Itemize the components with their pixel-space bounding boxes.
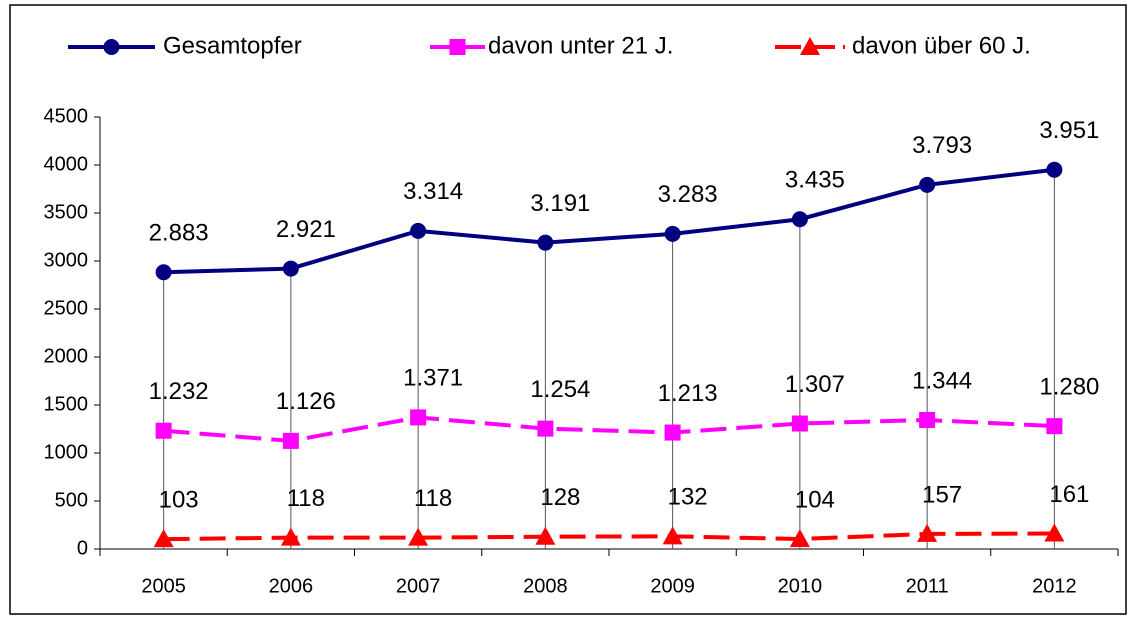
series-line	[163, 531, 1055, 542]
marker	[282, 432, 299, 449]
data-label: 1.344	[912, 367, 972, 394]
data-label: 1.307	[785, 371, 845, 398]
legend-marker	[449, 39, 466, 55]
data-label: 2.921	[276, 216, 336, 243]
data-label: 1.371	[403, 365, 463, 392]
marker	[155, 422, 172, 439]
marker	[789, 529, 810, 548]
data-label: 118	[414, 485, 452, 512]
x-tick-label: 2012	[1032, 575, 1077, 597]
marker	[662, 526, 683, 545]
marker	[1046, 418, 1063, 435]
legend-label: Gesamtopfer	[163, 32, 302, 59]
legend-label: davon unter 21 J.	[488, 32, 673, 59]
marker	[280, 527, 301, 546]
data-label: 1.280	[1039, 373, 1099, 400]
legend-marker	[800, 37, 820, 55]
x-tick-label: 2006	[269, 575, 314, 597]
marker	[791, 211, 808, 228]
y-tick-label: 1500	[44, 393, 89, 415]
y-tick-label: 2000	[44, 345, 89, 367]
marker	[664, 225, 681, 242]
marker	[410, 222, 427, 239]
marker	[919, 411, 936, 428]
y-tick-label: 2500	[44, 297, 89, 319]
data-label: 3.435	[785, 167, 845, 194]
marker	[1044, 523, 1065, 542]
data-label: 2.883	[149, 220, 209, 247]
marker	[282, 260, 299, 277]
data-label: 118	[287, 485, 325, 512]
series-line	[163, 167, 1055, 275]
x-tick-label: 2005	[141, 575, 186, 597]
x-tick-label: 2010	[778, 575, 823, 597]
marker	[537, 234, 554, 251]
marker	[917, 523, 938, 542]
marker	[408, 527, 429, 546]
data-label: 1.254	[530, 376, 590, 403]
y-tick-label: 3500	[44, 201, 89, 223]
data-label: 3.951	[1039, 117, 1099, 144]
y-tick-label: 1000	[44, 441, 89, 463]
data-label: 3.191	[530, 190, 590, 217]
data-label: 161	[1049, 481, 1089, 508]
marker	[535, 526, 556, 545]
series-line	[163, 415, 1055, 443]
legend-label: davon über 60 J.	[852, 32, 1031, 59]
y-tick-label: 3000	[44, 249, 89, 271]
data-label: 157	[922, 481, 962, 508]
x-tick-label: 2007	[396, 575, 441, 597]
y-tick-label: 4500	[44, 105, 89, 127]
legend-marker	[103, 39, 120, 55]
marker	[410, 409, 427, 426]
data-label: 1.232	[149, 378, 209, 405]
data-label: 3.314	[403, 178, 463, 205]
marker	[791, 415, 808, 432]
marker	[919, 176, 936, 193]
data-label: 3.283	[658, 181, 718, 208]
data-label: 3.793	[912, 132, 972, 159]
chart-border	[9, 4, 1127, 615]
y-tick-label: 0	[77, 537, 88, 559]
data-label: 128	[540, 484, 580, 511]
data-label: 1.126	[276, 388, 336, 415]
y-tick-label: 500	[55, 489, 88, 511]
marker	[153, 529, 174, 548]
data-label: 104	[795, 486, 835, 513]
marker	[155, 264, 172, 281]
marker	[537, 420, 554, 437]
marker	[664, 424, 681, 441]
x-tick-label: 2011	[906, 575, 949, 597]
data-label: 1.213	[658, 380, 718, 407]
data-label: 132	[668, 484, 708, 511]
x-tick-label: 2009	[650, 575, 695, 597]
marker	[1046, 161, 1063, 178]
x-tick-label: 2008	[523, 575, 568, 597]
y-tick-label: 4000	[44, 153, 89, 175]
data-label: 103	[159, 486, 199, 513]
